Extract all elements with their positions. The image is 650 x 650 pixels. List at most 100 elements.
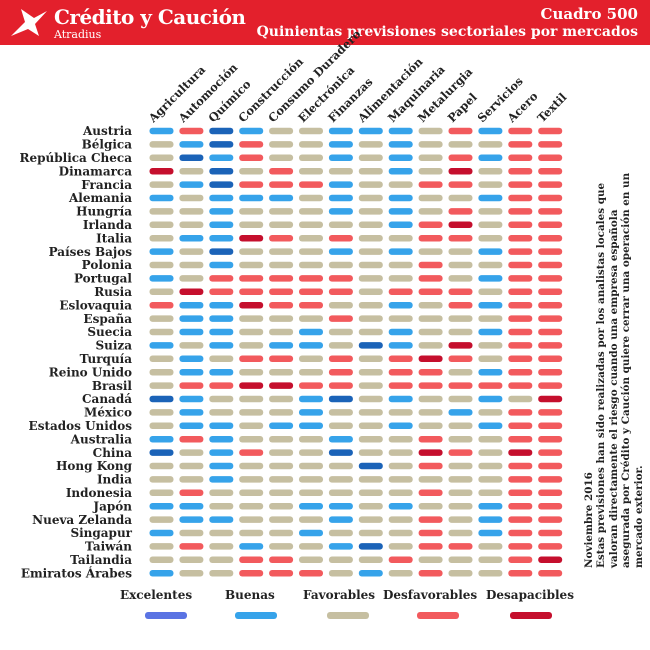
cell-tailandia-construccion [239, 556, 264, 564]
cell-brasil-acero [508, 382, 533, 389]
cell-polonia-alimentacion [358, 261, 383, 269]
cell-japon-consumo-duradero [269, 502, 294, 510]
cell-japon-agricultura [149, 502, 174, 510]
country-label-australia: Australia [70, 432, 133, 446]
cell-brasil-maquinaria [388, 382, 413, 389]
cell-italia-acero [508, 234, 533, 242]
cell-austria-textil [538, 127, 563, 135]
country-label-belgica: Bélgica [82, 138, 133, 152]
cell-hong-kong-automocion [179, 462, 204, 470]
cell-dinamarca-acero [508, 167, 533, 175]
cell-irlanda-acero [508, 221, 533, 229]
cell-republica-checa-construccion [239, 154, 264, 162]
cell-japon-electronica [299, 502, 323, 510]
cell-tailandia-metalurgia [418, 556, 443, 564]
cell-alemania-automocion [179, 194, 204, 202]
cell-alemania-metalurgia [418, 194, 443, 202]
country-label-irlanda: Irlanda [83, 218, 132, 232]
cell-portugal-textil [538, 275, 563, 282]
cell-rusia-construccion [239, 288, 264, 296]
cell-republica-checa-maquinaria [388, 154, 413, 162]
cell-tailandia-consumo-duradero [269, 556, 294, 564]
cell-hong-kong-quimico [209, 462, 234, 470]
cell-indonesia-consumo-duradero [269, 489, 294, 497]
cell-hong-kong-textil [538, 462, 563, 470]
cell-portugal-construccion [239, 275, 264, 282]
cell-espana-textil [538, 315, 563, 322]
cell-italia-automocion [179, 234, 204, 242]
country-label-italia: Italia [96, 231, 132, 245]
cell-irlanda-papel [448, 221, 473, 229]
cell-belgica-metalurgia [418, 141, 443, 148]
cell-estados-unidos-electronica [299, 422, 323, 430]
cell-alemania-maquinaria [388, 194, 413, 202]
cell-eslovaquia-maquinaria [388, 301, 413, 309]
cell-belgica-acero [508, 141, 533, 148]
legend-swatch-favorables [327, 612, 369, 619]
cell-italia-alimentacion [358, 234, 383, 242]
country-label-alemania: Alemania [68, 191, 132, 205]
cell-canada-agricultura [149, 395, 174, 403]
cell-emiratos-arabes-metalurgia [418, 569, 443, 577]
cell-estados-unidos-metalurgia [418, 422, 443, 430]
cell-china-finanzas [328, 449, 353, 456]
cell-india-quimico [209, 476, 234, 483]
cell-mexico-finanzas [328, 409, 353, 416]
country-label-portugal: Portugal [74, 272, 132, 286]
cell-singapur-servicios [478, 529, 503, 537]
cell-singapur-papel [448, 529, 473, 537]
cell-rusia-finanzas [328, 288, 353, 296]
legend-swatch-buenas [235, 612, 277, 619]
cell-paises-bajos-maquinaria [388, 248, 413, 255]
cell-irlanda-servicios [478, 221, 503, 229]
cell-australia-papel [448, 435, 473, 443]
cell-emiratos-arabes-papel [448, 569, 473, 577]
cell-belgica-consumo-duradero [269, 141, 294, 148]
cell-polonia-agricultura [149, 261, 174, 269]
cell-portugal-maquinaria [388, 275, 413, 282]
logo-icon [11, 9, 47, 36]
cell-tailandia-papel [448, 556, 473, 564]
cell-estados-unidos-automocion [179, 422, 204, 430]
country-label-china: China [93, 446, 133, 460]
country-label-hong-kong: Hong Kong [56, 459, 133, 473]
cell-reino-unido-papel [448, 368, 473, 376]
cell-portugal-alimentacion [358, 275, 383, 282]
cell-singapur-automocion [179, 529, 204, 537]
cell-republica-checa-acero [508, 154, 533, 162]
cell-nueva-zelanda-automocion [179, 516, 204, 523]
cell-reino-unido-metalurgia [418, 368, 443, 376]
cell-suiza-finanzas [328, 342, 353, 349]
cell-paises-bajos-metalurgia [418, 248, 443, 255]
cell-hungria-servicios [478, 208, 503, 215]
cell-alemania-textil [538, 194, 563, 202]
cell-portugal-automocion [179, 275, 204, 282]
cell-tailandia-textil [538, 556, 563, 564]
cell-tailandia-agricultura [149, 556, 174, 564]
cell-francia-acero [508, 181, 533, 188]
cell-nueva-zelanda-maquinaria [388, 516, 413, 523]
sector-label-textil: Textil [534, 90, 569, 125]
cell-taiwan-metalurgia [418, 543, 443, 550]
cell-suecia-agricultura [149, 328, 174, 336]
cell-francia-construccion [239, 181, 264, 188]
cell-republica-checa-servicios [478, 154, 503, 162]
cell-nueva-zelanda-metalurgia [418, 516, 443, 523]
cell-turquia-servicios [478, 355, 503, 363]
cell-reino-unido-servicios [478, 368, 503, 376]
cell-alemania-papel [448, 194, 473, 202]
cell-china-servicios [478, 449, 503, 456]
cell-austria-electronica [299, 127, 323, 135]
cell-australia-metalurgia [418, 435, 443, 443]
cell-mexico-maquinaria [388, 409, 413, 416]
sector-labels: AgriculturaAutomociónQuímicoConstrucción… [145, 27, 570, 126]
cell-hong-kong-construccion [239, 462, 264, 470]
cell-singapur-consumo-duradero [269, 529, 294, 537]
cell-emiratos-arabes-textil [538, 569, 563, 577]
country-label-suiza: Suiza [95, 339, 132, 353]
cell-suiza-agricultura [149, 342, 174, 349]
cell-estados-unidos-finanzas [328, 422, 353, 430]
cell-portugal-agricultura [149, 275, 174, 282]
cell-brasil-construccion [239, 382, 264, 389]
cell-taiwan-servicios [478, 543, 503, 550]
